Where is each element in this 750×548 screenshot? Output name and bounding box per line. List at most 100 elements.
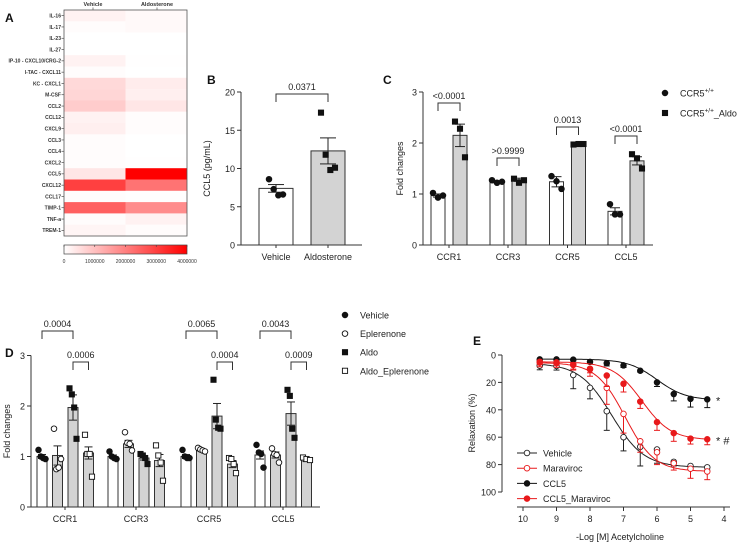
data-point <box>586 365 594 372</box>
data-point <box>603 407 611 415</box>
x-tick-label: 5 <box>688 514 693 524</box>
data-point <box>637 398 644 405</box>
heatmap-cell <box>125 156 187 169</box>
data-point <box>603 372 611 379</box>
heatmap-cell <box>125 66 187 78</box>
data-point <box>704 468 711 475</box>
y-tick-label: 0 <box>412 241 417 251</box>
y-tick-label: 1 <box>20 452 25 462</box>
y-tick-label: 1 <box>412 190 417 200</box>
bar-chart-panel-b: 0 5 10 15 20 CCL5 (pg/mL) Vehicle Aldosterone 0.… <box>202 82 362 262</box>
legend-label: CCR5+/+ <box>680 88 714 99</box>
heatmap-cell <box>64 55 126 67</box>
legend-label: Vehicle <box>543 449 572 459</box>
legend-label: Maraviroc <box>543 464 583 474</box>
y-tick-label: 2 <box>412 139 417 149</box>
data-point <box>81 431 89 438</box>
data-point <box>620 410 627 418</box>
significance-bracket <box>185 330 218 339</box>
legend-marker <box>341 367 349 374</box>
data-point <box>270 185 277 193</box>
heatmap-cell <box>64 32 126 45</box>
heatmap-cell <box>125 213 187 225</box>
data-point <box>687 465 694 472</box>
x-tick-label: Vehicle <box>261 252 290 262</box>
data-point <box>670 429 678 437</box>
heatmap-column-header: Aldosterone <box>141 2 173 8</box>
significance-bracket <box>290 361 307 370</box>
y-tick-label: 0 <box>491 351 496 361</box>
data-point <box>284 386 291 393</box>
data-point <box>670 390 678 398</box>
significance-annotation: * # <box>716 435 730 447</box>
x-tick-label: 10 <box>518 514 528 524</box>
data-point <box>88 473 96 480</box>
data-point <box>331 164 339 171</box>
significance-bracket <box>275 93 329 102</box>
data-point <box>232 470 240 477</box>
legend-label: Aldo_Eplerenone <box>360 366 429 376</box>
heatmap-row-label: M-CSF <box>45 93 61 99</box>
data-point <box>212 416 219 423</box>
significance-annotation: * <box>716 395 721 407</box>
data-point <box>653 379 661 386</box>
data-point <box>142 454 149 462</box>
data-point <box>580 140 587 148</box>
data-point <box>42 455 49 463</box>
heatmap-cell <box>64 123 126 135</box>
data-point <box>159 477 167 484</box>
heatmap-cell <box>125 10 187 22</box>
bar <box>430 195 446 246</box>
colorbar-tick-label: 2000000 <box>116 259 136 265</box>
heatmap-cell <box>125 77 187 90</box>
significance-bracket <box>216 361 233 370</box>
heatmap-cell <box>64 66 126 78</box>
data-point <box>603 359 611 367</box>
heatmap-cell <box>64 156 126 169</box>
y-axis-label: Fold changes <box>395 141 405 196</box>
data-point <box>144 461 151 468</box>
heatmap-cell <box>64 10 126 22</box>
x-axis-label: -Log [M] Acetylcholine <box>576 532 664 542</box>
fit-curve-ccl5-maraviroc <box>539 361 708 440</box>
data-point <box>653 418 661 426</box>
heatmap-cell <box>125 224 187 237</box>
p-value-label: <0.0001 <box>433 91 466 101</box>
heatmap-row-label: CXCL9 <box>45 126 62 132</box>
heatmap-row-label: TNF-a <box>47 217 61 223</box>
y-axis-label: Relaxation (%) <box>467 393 477 452</box>
data-point <box>637 367 644 375</box>
data-point <box>536 358 544 365</box>
data-point <box>268 445 276 452</box>
heatmap-row-label: TIMP-1 <box>45 206 62 212</box>
data-point <box>257 450 265 458</box>
panel-label-c: C <box>383 73 392 87</box>
y-tick-label: 40 <box>486 405 496 415</box>
heatmap-cell <box>64 213 126 225</box>
bar <box>67 407 79 508</box>
data-point <box>620 433 627 441</box>
heatmap-row-label: CCL2 <box>48 104 61 110</box>
p-value-label: <0.0001 <box>610 124 643 134</box>
bar <box>301 459 312 508</box>
y-tick-label: 3 <box>20 351 25 361</box>
y-tick-label: 10 <box>225 164 235 174</box>
heatmap-row-label: IL-16 <box>49 13 61 19</box>
data-point <box>638 165 646 172</box>
data-point <box>273 451 280 459</box>
legend-marker <box>661 109 669 117</box>
legend-label: CCL5_Maraviroc <box>543 494 611 504</box>
heatmap-cell <box>125 21 187 33</box>
data-point <box>570 356 577 363</box>
x-tick-label: CCR1 <box>53 514 78 524</box>
heatmap-cell <box>64 179 126 191</box>
legend-marker <box>523 464 531 472</box>
legend-marker <box>523 495 531 502</box>
heatmap-row-label: CXCL2 <box>45 160 62 166</box>
data-point <box>553 177 560 185</box>
data-point <box>322 151 329 158</box>
data-point <box>73 435 80 442</box>
data-point <box>291 434 298 441</box>
data-point <box>586 358 594 366</box>
